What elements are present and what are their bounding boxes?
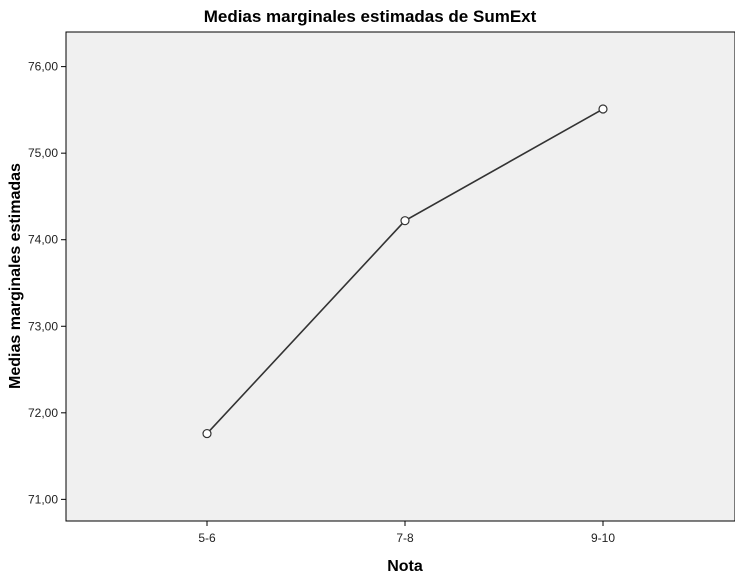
- y-tick-label: 71,00: [28, 492, 58, 506]
- y-tick-label: 75,00: [28, 146, 58, 160]
- series-layer: [202, 104, 608, 439]
- y-tick-label: 72,00: [28, 406, 58, 420]
- x-tick-label: 5-6: [198, 531, 216, 545]
- y-tick-label: 73,00: [28, 319, 58, 333]
- plot-area: [65, 31, 735, 522]
- x-tick-label: 7-8: [396, 531, 414, 545]
- data-point-marker: [202, 428, 212, 439]
- y-axis-label: Medias marginales estimadas: [7, 163, 24, 389]
- chart-title: Medias marginales estimadas de SumExt: [204, 7, 537, 26]
- y-tick-label: 76,00: [28, 60, 58, 74]
- x-tick-label: 9-10: [591, 531, 615, 545]
- y-tick-label: 74,00: [28, 233, 58, 247]
- x-axis-label: Nota: [387, 558, 423, 575]
- data-point-marker: [400, 216, 410, 226]
- y-axis: 71,00 72,00 73,00 74,00 75,00 76,00: [28, 60, 66, 506]
- x-axis: 5-6 7-8 9-10: [198, 521, 615, 545]
- data-point-marker: [598, 104, 608, 114]
